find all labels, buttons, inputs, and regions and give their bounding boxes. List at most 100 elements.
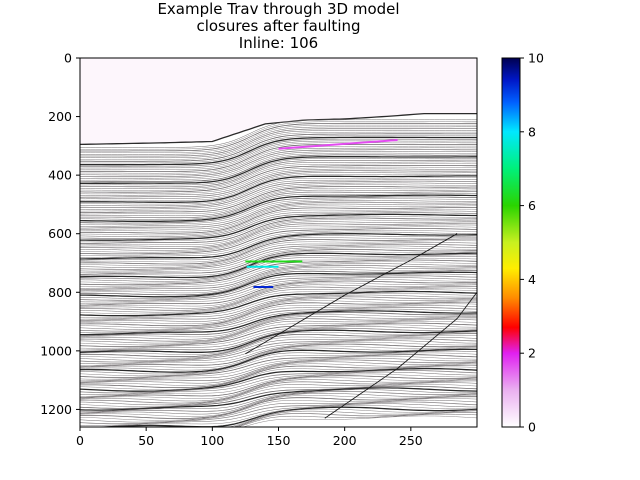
horizon-line: [80, 119, 477, 148]
horizon-line: [80, 277, 477, 303]
horizon-line: [80, 143, 477, 172]
horizon-line: [80, 329, 477, 354]
horizon-line: [80, 156, 477, 185]
horizon-line: [80, 112, 477, 146]
horizon-line: [80, 194, 477, 222]
horizon-line: [80, 149, 477, 178]
horizon-line: [80, 403, 477, 426]
horizon-line: [80, 314, 477, 338]
horizon-line: [80, 166, 477, 195]
horizon-line: [80, 370, 477, 394]
horizon-line: [80, 203, 477, 230]
horizon-line: [80, 243, 477, 270]
horizon-line: [80, 273, 477, 299]
horizon-line: [80, 280, 477, 306]
colorbar-tick-label: 0: [528, 420, 536, 435]
horizon-line: [80, 296, 477, 321]
horizon-line: [80, 180, 477, 208]
horizon-line: [80, 221, 477, 247]
horizon-line: [80, 335, 477, 359]
horizon-line: [80, 301, 477, 327]
horizon-line: [80, 398, 477, 421]
horizon-line: [80, 136, 477, 166]
horizon-line: [80, 208, 477, 236]
horizon-line: [80, 282, 477, 307]
above-top-horizon-fill: [80, 58, 477, 145]
horizon-line: [242, 415, 477, 427]
horizon-line: [80, 182, 477, 210]
horizon-line: [80, 138, 477, 167]
horizon-line: [80, 333, 477, 358]
horizon-line: [80, 393, 477, 415]
chart-title-line-2: closures after faulting: [196, 17, 361, 35]
horizon-line: [80, 152, 477, 181]
colorbar-tick-label: 6: [528, 198, 536, 213]
horizon-line: [80, 128, 477, 157]
horizon-line: [80, 198, 477, 226]
y-tick-label: 800: [48, 285, 72, 300]
horizon-line: [80, 319, 477, 344]
horizon-line: [80, 293, 477, 318]
colorbar-tick-label: 4: [528, 272, 536, 287]
horizon-line: [80, 371, 477, 395]
horizon-line: [80, 168, 477, 196]
x-tick-label: 100: [200, 433, 224, 448]
horizon-line: [80, 270, 477, 296]
horizon-line: [80, 196, 477, 224]
horizon-line: [80, 317, 477, 342]
colorbar-tick-label: 8: [528, 124, 536, 139]
x-tick-label: 200: [333, 433, 357, 448]
horizon-line: [80, 294, 477, 320]
horizon-line: [80, 247, 477, 274]
horizon-line: [80, 321, 477, 346]
y-tick-label: 200: [48, 109, 72, 124]
horizon-line: [80, 347, 477, 371]
horizon-line: [80, 173, 477, 201]
horizon-line: [80, 238, 477, 265]
x-tick-label: 250: [399, 433, 423, 448]
horizon-line: [80, 231, 477, 258]
horizon-line: [80, 140, 477, 169]
horizon-line: [80, 142, 477, 170]
horizon-line: [80, 233, 477, 260]
horizon-line: [80, 158, 477, 186]
y-axis: 0 200 400 600 800 1000 1200: [40, 51, 80, 417]
horizon-line: [80, 379, 477, 402]
horizon-line: [80, 389, 477, 413]
horizon-line: [80, 396, 477, 419]
horizon-line: [80, 305, 477, 330]
horizon-line: [80, 145, 477, 174]
horizon-line: [80, 131, 477, 160]
fault-line: [324, 292, 477, 419]
horizon-line: [80, 252, 477, 279]
horizon-line: [80, 163, 477, 191]
horizon-line: [80, 226, 477, 253]
horizon-line: [80, 165, 477, 193]
horizon-line: [80, 310, 477, 336]
horizon-line: [80, 289, 477, 315]
horizon-line: [80, 315, 477, 340]
horizon-line: [80, 306, 477, 332]
horizon-line: [80, 154, 477, 183]
horizon-line: [80, 235, 477, 261]
horizon-lines: [80, 112, 477, 427]
horizon-line: [232, 410, 477, 427]
horizon-line: [80, 279, 477, 304]
horizon-line: [80, 245, 477, 272]
horizon-line: [80, 394, 477, 417]
horizon-line: [80, 179, 477, 207]
horizon-line: [80, 350, 477, 375]
horizon-line: [80, 361, 477, 384]
horizon-line: [80, 326, 477, 351]
horizon-line: [236, 413, 477, 427]
horizon-line: [80, 193, 477, 220]
horizon-line: [80, 399, 477, 423]
horizon-line: [80, 210, 477, 238]
horizon-line: [80, 207, 477, 234]
horizon-line: [80, 186, 477, 214]
horizon-line: [80, 382, 477, 406]
horizon-line: [80, 133, 477, 162]
horizon-line: [80, 224, 477, 251]
horizon-line: [80, 229, 477, 256]
